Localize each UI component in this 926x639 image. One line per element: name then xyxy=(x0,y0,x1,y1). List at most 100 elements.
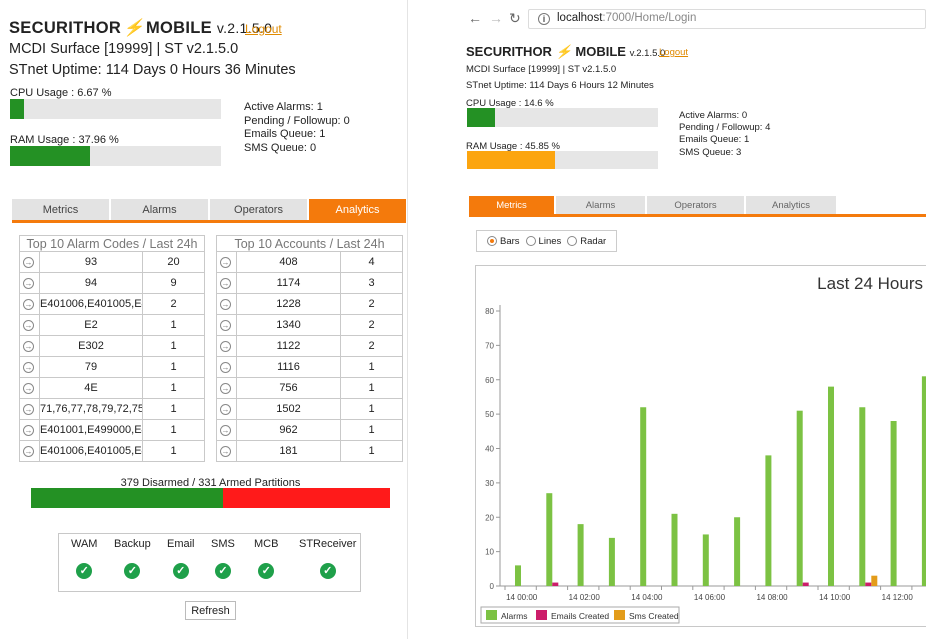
arrow-circle-icon[interactable]: → xyxy=(220,278,231,289)
arrow-circle-icon[interactable]: → xyxy=(23,362,34,373)
arrow-circle-icon[interactable]: → xyxy=(220,320,231,331)
logout-link[interactable]: Logout xyxy=(245,22,282,36)
table-row[interactable]: → 181 1 xyxy=(216,440,403,462)
key-cell: 1116 xyxy=(236,356,341,378)
arrow-circle-icon[interactable]: → xyxy=(220,383,231,394)
table-row[interactable]: → 93 20 xyxy=(19,251,205,273)
arrow-circle-icon[interactable]: → xyxy=(220,425,231,436)
version-text: v.2.1.5.0 xyxy=(629,48,666,59)
check-circle-icon: ✓ xyxy=(76,563,93,579)
arrow-circle-icon[interactable]: → xyxy=(23,404,34,415)
table-row[interactable]: → 1174 3 xyxy=(216,272,403,294)
arrow-circle-icon[interactable]: → xyxy=(23,425,34,436)
service-label: WAM xyxy=(71,538,98,550)
row-action-cell: → xyxy=(216,314,237,336)
arrow-circle-icon[interactable]: → xyxy=(220,362,231,373)
tab-metrics[interactable]: Metrics xyxy=(469,196,554,214)
arrow-circle-icon[interactable]: → xyxy=(23,446,34,457)
table-row[interactable]: → 1340 2 xyxy=(216,314,403,336)
pending-followup-text: Pending / Followup: 0 xyxy=(244,114,350,127)
row-action-cell: → xyxy=(19,356,40,378)
reload-icon[interactable]: ↻ xyxy=(509,10,521,26)
info-icon[interactable]: i xyxy=(538,13,550,25)
bar-alarms xyxy=(859,407,866,586)
table-row[interactable]: → E2 1 xyxy=(19,314,205,336)
top-alarm-codes-table: Top 10 Alarm Codes / Last 24h → 93 20 → 94 9 →… xyxy=(19,235,205,462)
key-cell: 79 xyxy=(39,356,143,378)
tab-alarms[interactable]: Alarms xyxy=(556,196,645,214)
tab-analytics[interactable]: Analytics xyxy=(746,196,836,214)
device-info: MCDI Surface [19999] | ST v2.1.5.0 xyxy=(9,41,239,57)
cpu-usage-label: CPU Usage : 6.67 % xyxy=(10,87,112,99)
table-row[interactable]: → 1228 2 xyxy=(216,293,403,315)
count-cell: 1 xyxy=(142,398,205,420)
arrow-circle-icon[interactable]: → xyxy=(220,341,231,352)
address-bar[interactable]: i localhost:7000/Home/Login xyxy=(528,9,926,29)
table-row[interactable]: → 408 4 xyxy=(216,251,403,273)
refresh-button[interactable]: Refresh xyxy=(185,601,236,620)
count-cell: 9 xyxy=(142,272,205,294)
back-arrow-icon[interactable]: ← xyxy=(468,10,482,26)
tab-alarms[interactable]: Alarms xyxy=(111,199,210,220)
arrow-circle-icon[interactable]: → xyxy=(220,446,231,457)
count-cell: 2 xyxy=(340,335,403,357)
chart-type-selector: Bars Lines Radar xyxy=(476,230,617,252)
table-row[interactable]: → 962 1 xyxy=(216,419,403,441)
table-row[interactable]: → 1122 2 xyxy=(216,335,403,357)
table-row[interactable]: → 756 1 xyxy=(216,377,403,399)
key-cell: 408 xyxy=(236,251,341,273)
key-cell: 94 xyxy=(39,272,143,294)
radio-bars[interactable]: Bars xyxy=(487,236,520,247)
table-row[interactable]: → E401006,E401005,E4 2 xyxy=(19,293,205,315)
table-row[interactable]: → E401001,E499000,E4 1 xyxy=(19,419,205,441)
arrow-circle-icon[interactable]: → xyxy=(23,257,34,268)
tab-analytics[interactable]: Analytics xyxy=(309,199,406,220)
table-row[interactable]: → E302 1 xyxy=(19,335,205,357)
arrow-circle-icon[interactable]: → xyxy=(220,404,231,415)
bar-alarms xyxy=(671,513,678,586)
table-row[interactable]: → 71,76,77,78,79,72,75 1 xyxy=(19,398,205,420)
legend-label: Emails Created xyxy=(551,611,609,621)
bar-emails-created xyxy=(865,582,872,586)
arrow-circle-icon[interactable]: → xyxy=(23,383,34,394)
arrow-circle-icon[interactable]: → xyxy=(23,278,34,289)
count-cell: 1 xyxy=(142,377,205,399)
arrow-circle-icon[interactable]: → xyxy=(23,299,34,310)
legend-swatch xyxy=(536,610,547,620)
bar-emails-created xyxy=(802,582,809,586)
service-status-mcb: MCB ✓ xyxy=(254,538,278,579)
service-status-backup: Backup ✓ xyxy=(114,538,151,579)
table-row[interactable]: → 79 1 xyxy=(19,356,205,378)
check-circle-icon: ✓ xyxy=(172,563,189,579)
tab-metrics[interactable]: Metrics xyxy=(12,199,111,220)
arrow-circle-icon[interactable]: → xyxy=(220,257,231,268)
forward-arrow-icon[interactable]: → xyxy=(489,10,503,26)
radio-lines[interactable]: Lines xyxy=(525,236,561,247)
table-row[interactable]: → 94 9 xyxy=(19,272,205,294)
check-circle-icon: ✓ xyxy=(214,563,231,579)
row-action-cell: → xyxy=(19,398,40,420)
table-row[interactable]: → 1502 1 xyxy=(216,398,403,420)
logout-link[interactable]: Logout xyxy=(659,47,689,58)
table-row[interactable]: → 4E 1 xyxy=(19,377,205,399)
key-cell: 1122 xyxy=(236,335,341,357)
key-cell: E302 xyxy=(39,335,143,357)
row-action-cell: → xyxy=(216,272,237,294)
bar-alarms xyxy=(890,421,897,586)
tab-operators[interactable]: Operators xyxy=(210,199,309,220)
count-cell: 20 xyxy=(142,251,205,273)
arrow-circle-icon[interactable]: → xyxy=(23,341,34,352)
radio-label: Radar xyxy=(580,235,607,247)
bar-alarms xyxy=(640,407,647,586)
chart-title: Last 24 Hours xyxy=(817,274,923,293)
table-row[interactable]: → E401006,E401005,E4 1 xyxy=(19,440,205,462)
table-row[interactable]: → 1116 1 xyxy=(216,356,403,378)
arrow-circle-icon[interactable]: → xyxy=(220,299,231,310)
tab-operators[interactable]: Operators xyxy=(647,196,744,214)
radio-radar[interactable]: Radar xyxy=(567,236,606,247)
bar-alarms xyxy=(796,410,803,586)
cpu-usage-bar xyxy=(10,99,221,119)
y-tick-label: 70 xyxy=(485,341,494,350)
count-cell: 1 xyxy=(142,314,205,336)
arrow-circle-icon[interactable]: → xyxy=(23,320,34,331)
